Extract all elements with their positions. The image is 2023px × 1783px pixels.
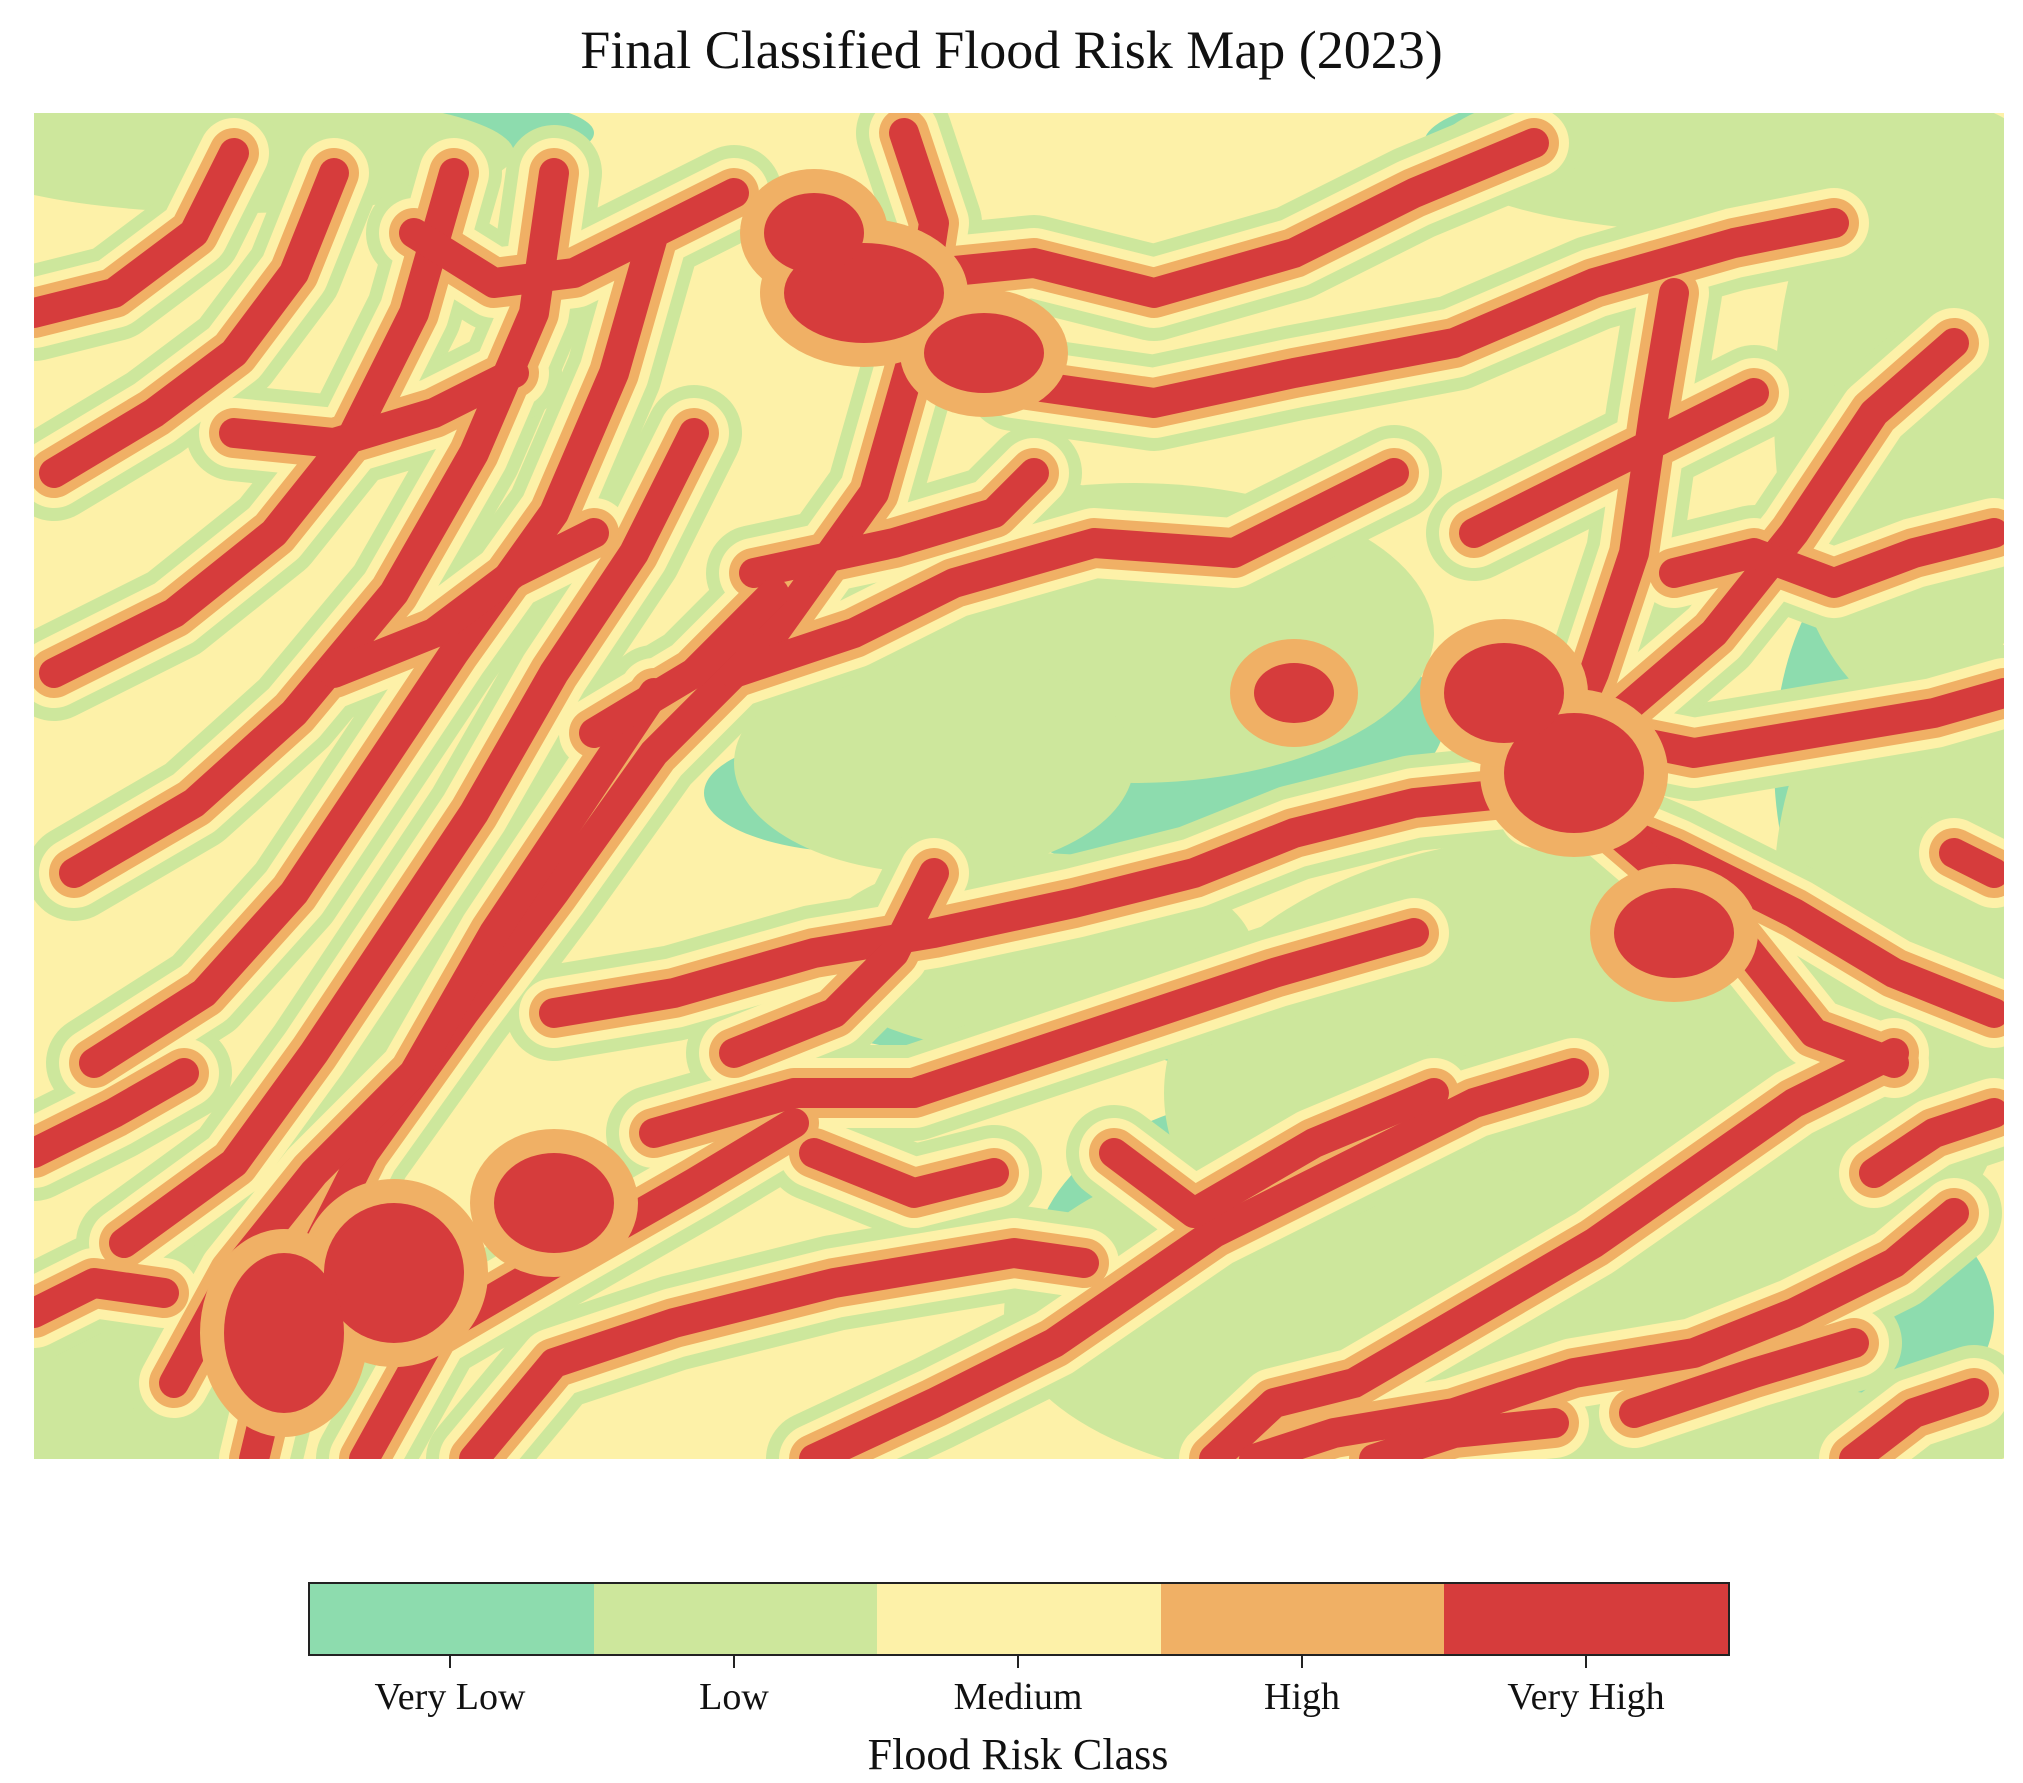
very-high-risk-channel — [34, 1058, 199, 1168]
very-high-risk-channel — [1239, 1198, 1969, 1459]
tick-mark — [1585, 1654, 1587, 1668]
very-high-risk-channel — [999, 208, 1849, 418]
tick-label-very-low: Very Low — [374, 1676, 526, 1718]
very-high-risk-channel — [319, 518, 609, 688]
very-high-risk-channel — [1619, 1328, 1869, 1428]
very-high-risk-channel — [1939, 838, 2004, 888]
very-high-risk-channel — [109, 418, 709, 1258]
tick-mark — [1017, 1654, 1019, 1668]
very-high-risk-channel — [1099, 1078, 1449, 1228]
very-high-risk-channel — [719, 458, 1409, 688]
colorbar-very-high — [1444, 1584, 1728, 1654]
very-high-risk-channel — [59, 158, 569, 888]
very-high-risk-blob — [1504, 713, 1644, 833]
very-high-risk-channel — [739, 458, 1049, 588]
very-high-risk-blob — [764, 193, 864, 273]
very-high-risk-channel — [799, 1058, 1589, 1459]
flood-risk-raster — [34, 113, 2004, 1459]
very-high-risk-channel — [34, 138, 249, 328]
very-high-risk-channel — [1839, 1378, 1989, 1459]
very-high-risk-blob — [924, 313, 1044, 393]
very-high-risk-blob — [494, 1153, 614, 1253]
very-high-risk-blob — [1254, 663, 1334, 723]
very-high-risk-channel — [39, 158, 469, 688]
very-high-risk-channel — [639, 918, 1429, 1148]
colorbar-high — [1160, 1584, 1445, 1654]
tick-label-very-high: Very High — [1507, 1676, 1665, 1718]
very-high-risk-channel — [539, 778, 1529, 1028]
channel-buffer-bands — [34, 113, 2004, 1459]
very-high-risk-channel — [1559, 328, 1969, 768]
map-title: Final Classified Flood Risk Map (2023) — [580, 20, 1443, 80]
legend: Very Low Low Medium High Very High Flood… — [308, 1582, 1730, 1779]
tick-label-medium: Medium — [953, 1676, 1083, 1718]
very-high-risk-channel — [719, 858, 949, 1068]
very-high-risk-channel — [459, 1238, 1099, 1459]
very-high-risk-channel — [219, 358, 529, 458]
very-high-risk-channel — [34, 1268, 179, 1328]
very-high-risk-channel — [399, 178, 749, 298]
very-high-risk-channel — [799, 1138, 1009, 1208]
very-high-risk-channel — [1459, 378, 1769, 548]
tick-label-low: Low — [699, 1676, 769, 1718]
very-high-risk-channel — [1859, 1098, 2004, 1188]
very-high-risk-blob — [1444, 643, 1564, 743]
very-high-risk-channel — [1199, 1038, 1909, 1459]
low-risk-patch — [734, 653, 1134, 873]
tick-mark — [449, 1654, 451, 1668]
tick-mark — [733, 1654, 735, 1668]
colorbar-medium — [877, 1584, 1161, 1654]
very-high-risk-blob — [224, 1253, 344, 1413]
very-high-risk-channel — [79, 218, 669, 1078]
colorbar — [308, 1582, 1730, 1656]
legend-title: Flood Risk Class — [867, 1730, 1169, 1779]
very-high-risk-blob — [1614, 888, 1734, 978]
colorbar-very-low — [310, 1584, 594, 1654]
very-high-risk-junctions — [200, 169, 1758, 1437]
very-high-risk-channel — [1659, 518, 2004, 598]
tick-label-high: High — [1264, 1676, 1340, 1718]
very-high-risk-channel — [39, 158, 349, 488]
very-high-risk-channel — [579, 578, 789, 748]
very-high-risk-blob — [324, 1203, 464, 1343]
tick-mark — [1301, 1654, 1303, 1668]
very-high-risk-channel — [1359, 1408, 1569, 1459]
very-high-risk-channel — [919, 128, 1549, 308]
colorbar-low — [593, 1584, 878, 1654]
flood-risk-map[interactable] — [34, 113, 2004, 1459]
